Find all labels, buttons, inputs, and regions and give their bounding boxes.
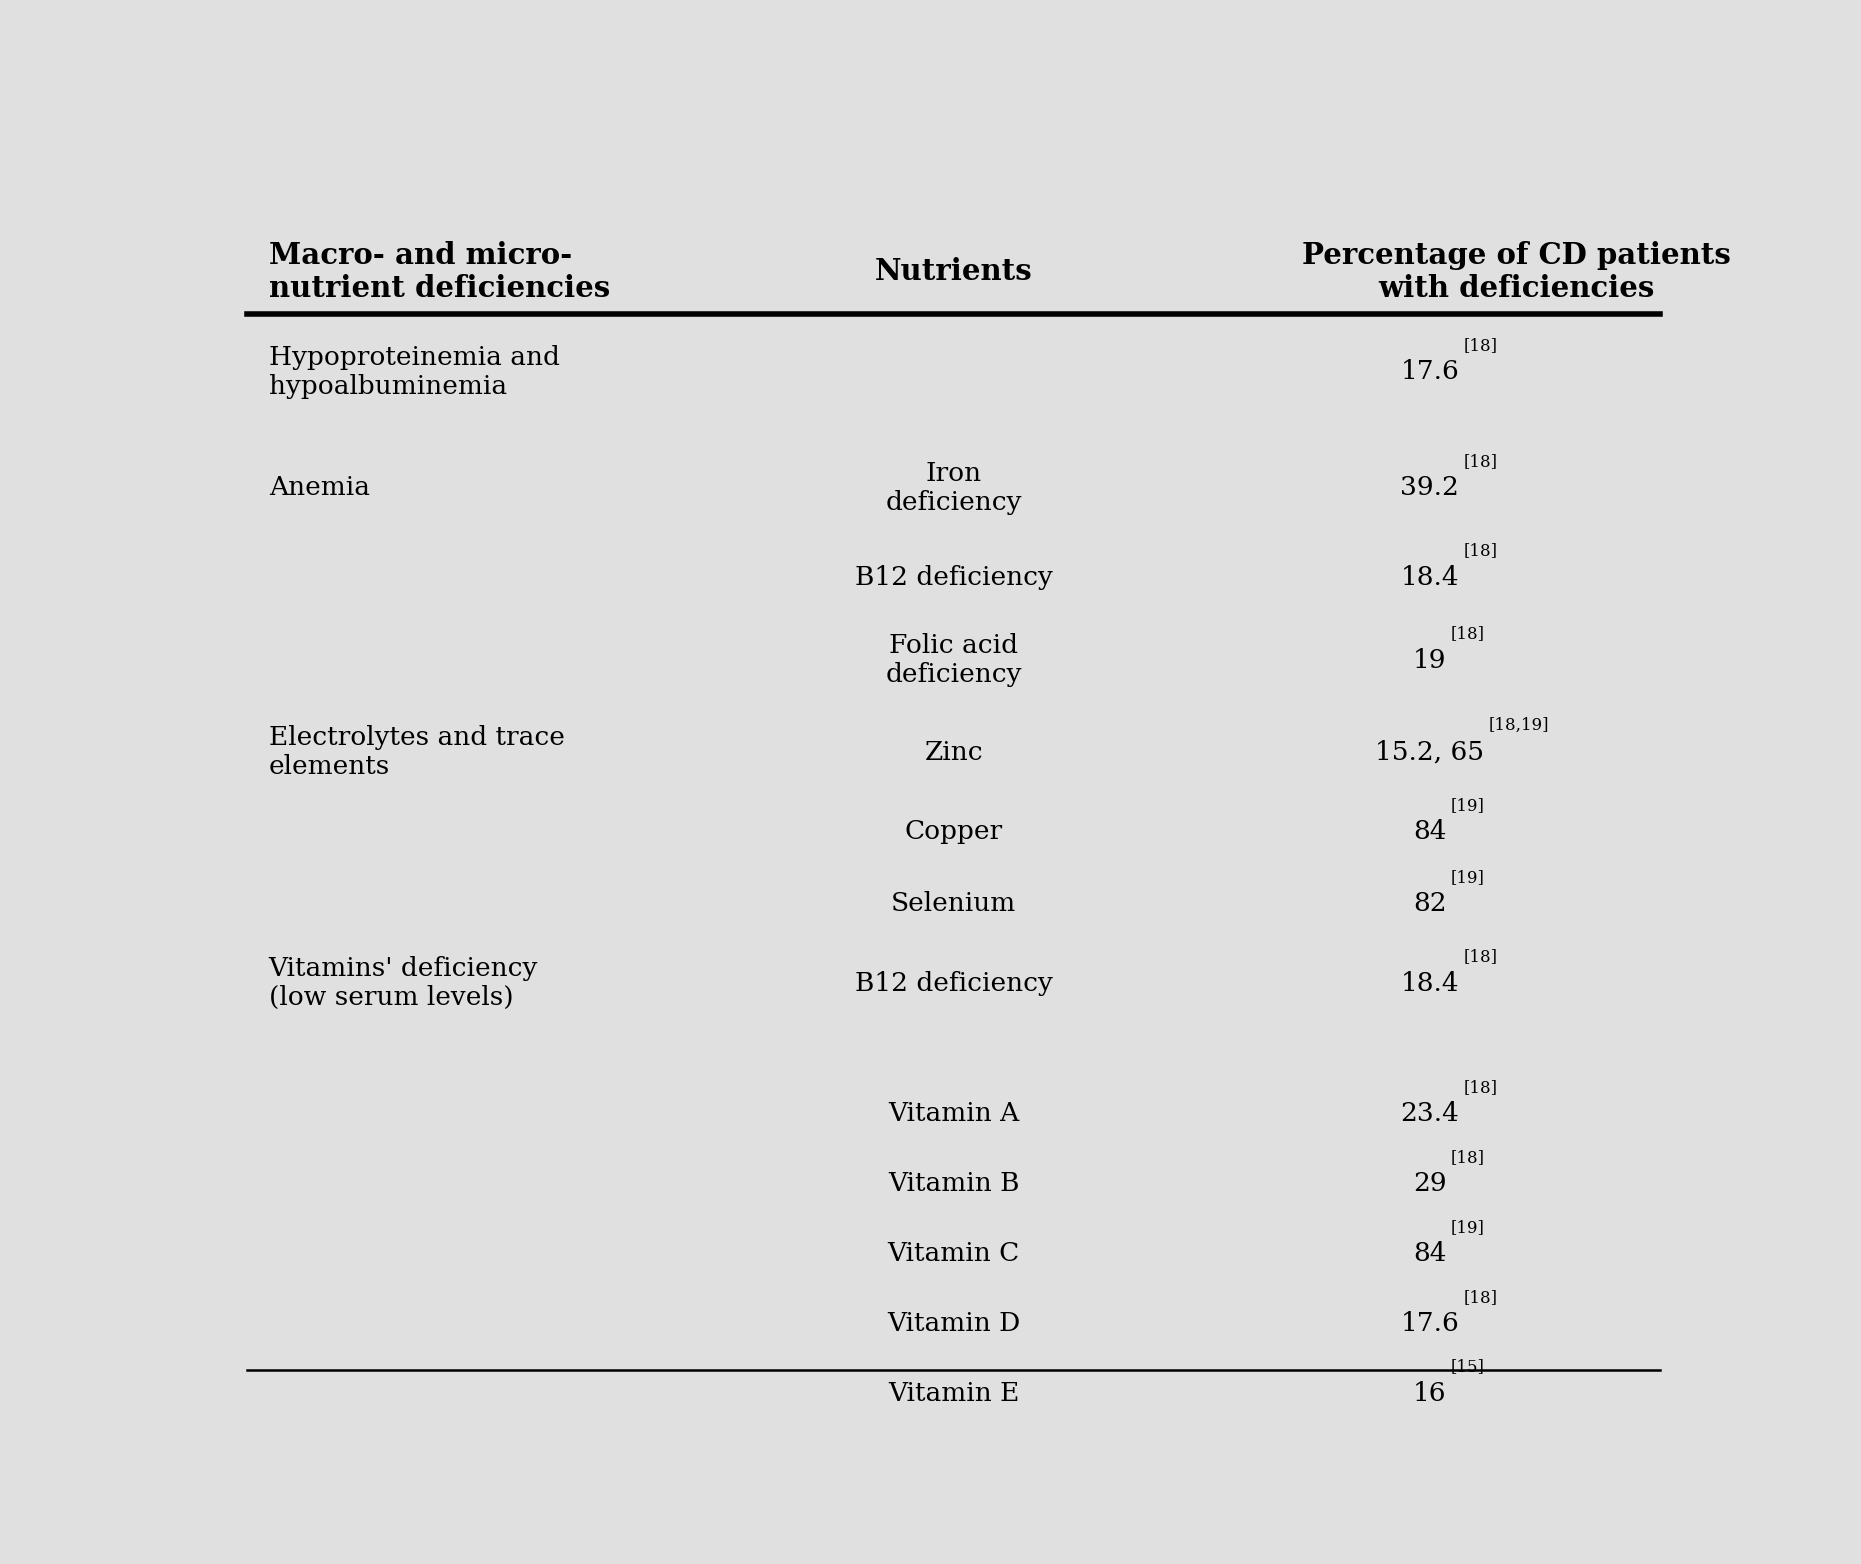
Text: Vitamin B: Vitamin B [888, 1171, 1020, 1196]
Text: [19]: [19] [1452, 1218, 1485, 1236]
Text: [19]: [19] [1452, 870, 1485, 887]
Text: Hypoproteinemia and
hypoalbuminemia: Hypoproteinemia and hypoalbuminemia [268, 344, 560, 399]
Text: [15]: [15] [1452, 1359, 1485, 1375]
Text: 82: 82 [1412, 891, 1446, 917]
Text: Electrolytes and trace
elements: Electrolytes and trace elements [268, 726, 564, 779]
Text: Folic acid
deficiency: Folic acid deficiency [886, 633, 1022, 687]
Text: B12 deficiency: B12 deficiency [854, 565, 1053, 590]
Text: [18,19]: [18,19] [1489, 718, 1548, 734]
Text: Zinc: Zinc [925, 740, 983, 765]
Text: Vitamins' deficiency
(low serum levels): Vitamins' deficiency (low serum levels) [268, 956, 538, 1010]
Text: 15.2, 65: 15.2, 65 [1375, 740, 1485, 765]
Text: 84: 84 [1412, 1240, 1446, 1265]
Text: [18]: [18] [1463, 948, 1498, 965]
Text: Anemia: Anemia [268, 475, 370, 500]
Text: 84: 84 [1412, 820, 1446, 845]
Text: [18]: [18] [1463, 1079, 1498, 1096]
Text: 18.4: 18.4 [1399, 971, 1459, 996]
Text: [18]: [18] [1452, 1150, 1485, 1165]
Text: 16: 16 [1412, 1381, 1446, 1406]
Text: Vitamin D: Vitamin D [888, 1311, 1020, 1336]
Text: 23.4: 23.4 [1399, 1101, 1459, 1126]
Text: 17.6: 17.6 [1399, 1311, 1459, 1336]
Text: [18]: [18] [1463, 338, 1498, 353]
Text: [18]: [18] [1463, 1289, 1498, 1306]
Text: [18]: [18] [1452, 626, 1485, 643]
Text: Percentage of CD patients
with deficiencies: Percentage of CD patients with deficienc… [1303, 241, 1731, 303]
Text: Vitamin A: Vitamin A [888, 1101, 1020, 1126]
Text: 29: 29 [1412, 1171, 1446, 1196]
Text: [18]: [18] [1463, 454, 1498, 471]
Text: Vitamin C: Vitamin C [888, 1240, 1020, 1265]
Text: Vitamin E: Vitamin E [888, 1381, 1020, 1406]
Text: [18]: [18] [1463, 543, 1498, 560]
Text: Copper: Copper [904, 820, 1003, 845]
Text: 39.2: 39.2 [1399, 475, 1459, 500]
Text: 18.4: 18.4 [1399, 565, 1459, 590]
Text: Nutrients: Nutrients [875, 258, 1033, 286]
Text: Iron
deficiency: Iron deficiency [886, 461, 1022, 515]
Text: Selenium: Selenium [891, 891, 1016, 917]
Text: [19]: [19] [1452, 798, 1485, 813]
Text: 19: 19 [1412, 647, 1446, 673]
Text: 17.6: 17.6 [1399, 360, 1459, 385]
Text: Macro- and micro-
nutrient deficiencies: Macro- and micro- nutrient deficiencies [268, 241, 610, 303]
Text: B12 deficiency: B12 deficiency [854, 971, 1053, 996]
